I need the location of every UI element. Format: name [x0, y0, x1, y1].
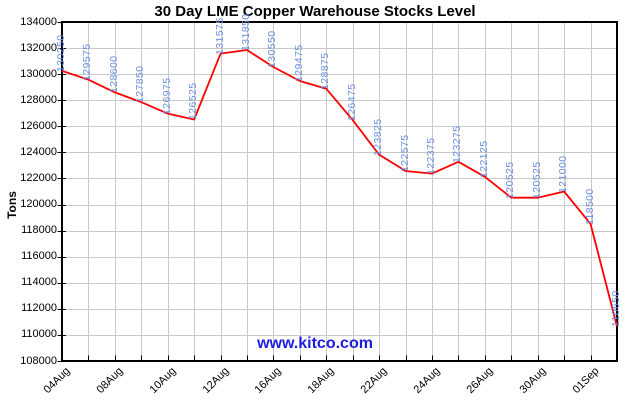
point-value-label: 118500 [583, 188, 596, 226]
point-value-label: 126975 [160, 77, 173, 115]
y-tick-label: 114000 [21, 276, 57, 289]
point-value-label: 122575 [398, 134, 411, 172]
point-value-label: 131850 [240, 13, 252, 52]
y-tick-label: 120000 [20, 198, 57, 211]
point-value-label: 122375 [425, 137, 437, 175]
y-tick-label: 128000 [20, 93, 57, 106]
y-tick-label: 126000 [20, 119, 57, 132]
point-value-label: 121000 [557, 155, 570, 193]
point-value-label: 123825 [372, 118, 385, 156]
point-value-label: 130550 [266, 30, 279, 68]
kitco-watermark: www.kitco.com [257, 335, 373, 352]
y-tick-label: 110000 [21, 328, 57, 341]
point-value-label: 126475 [345, 83, 358, 122]
point-value-label: 120525 [504, 161, 517, 199]
point-value-label: 126525 [187, 83, 200, 121]
point-value-label: 120525 [530, 161, 543, 199]
point-value-label: 130250 [55, 34, 67, 72]
y-tick-label: 134000 [20, 15, 57, 28]
point-value-label: 122125 [477, 140, 490, 178]
point-value-label: 128875 [319, 52, 332, 90]
point-value-label: 123275 [451, 125, 464, 163]
point-value-label: 127850 [134, 65, 147, 104]
y-tick-label: 122000 [20, 171, 57, 184]
y-tick-label: 116000 [21, 250, 57, 263]
point-value-label: 129475 [292, 44, 305, 82]
point-value-label: 129575 [81, 43, 94, 81]
point-value-label: 131575 [213, 17, 226, 55]
y-tick-label: 132000 [20, 41, 57, 54]
y-tick-label: 118000 [21, 224, 57, 237]
point-value-label: 110650 [610, 290, 622, 328]
chart-title: 30 Day LME Copper Warehouse Stocks Level [154, 3, 476, 20]
y-tick-label: 112000 [21, 302, 57, 315]
y-tick-label: 108000 [20, 354, 57, 367]
y-tick-label: 124000 [20, 145, 57, 158]
y-tick-label: 130000 [20, 67, 57, 80]
point-value-label: 128600 [107, 55, 120, 94]
